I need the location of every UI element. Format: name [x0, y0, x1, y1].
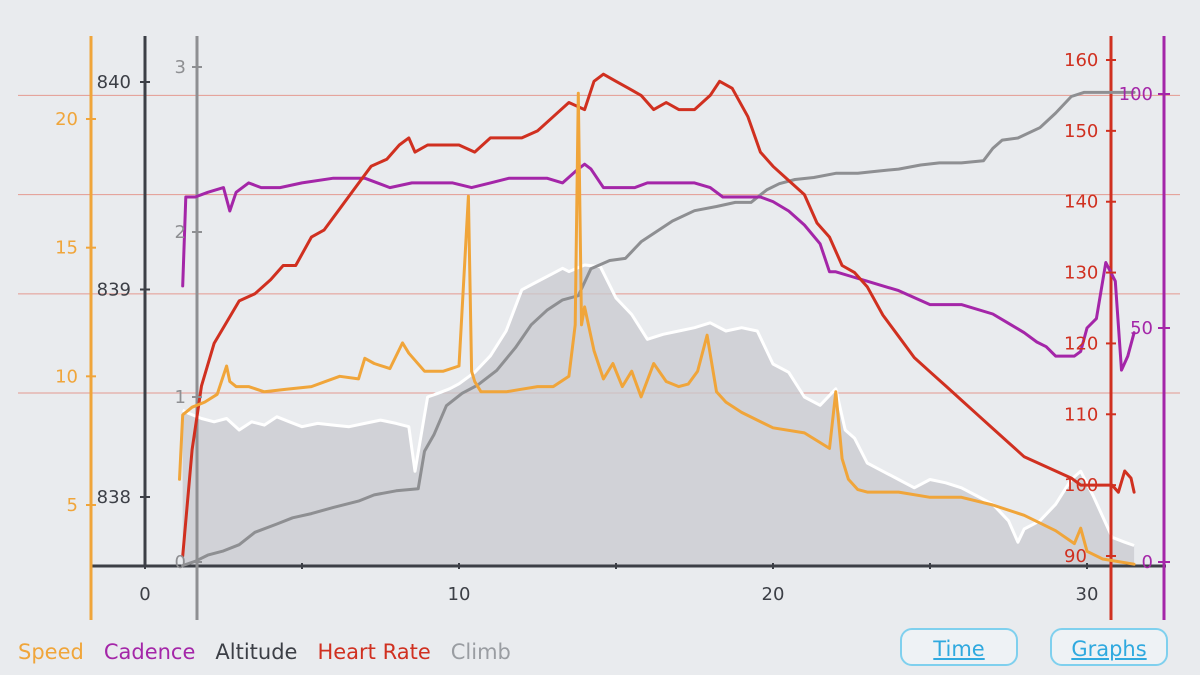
heart-rate-tick-label: 140: [1064, 192, 1098, 213]
speed-tick-label: 10: [55, 366, 78, 387]
climb-line: [182, 263, 1135, 547]
cadence-tick-label: 100: [1119, 84, 1153, 105]
altitude-line: [181, 90, 1136, 567]
cadence-tick-label: 50: [1130, 318, 1153, 339]
climb-tick-label: 2: [175, 222, 186, 243]
altitude-tick-label: 840: [97, 72, 131, 93]
cadence-tick-label: 0: [1142, 552, 1153, 573]
heart-rate-tick-label: 110: [1064, 404, 1098, 425]
legend-heart-rate: Heart Rate: [317, 640, 431, 664]
speed-tick-label: 5: [67, 495, 78, 516]
x-tick-label: 0: [139, 584, 150, 605]
heart-rate-tick-label: 150: [1064, 121, 1098, 142]
heart-rate-tick-label: 130: [1064, 263, 1098, 284]
climb-tick-label: 3: [175, 57, 186, 78]
chart-axes: [89, 36, 1166, 620]
speed-tick-label: 20: [55, 109, 78, 130]
legend-speed: Speed: [18, 640, 84, 664]
chart-series: [178, 72, 1136, 567]
legend-cadence: Cadence: [103, 640, 196, 664]
altitude-tick-label: 838: [97, 487, 131, 508]
climb-tick-label: 1: [175, 387, 186, 408]
x-tick-label: 20: [762, 584, 785, 605]
heart-rate-tick-label: 100: [1064, 475, 1098, 496]
altitude-tick-label: 839: [97, 280, 131, 301]
speed-tick-label: 15: [55, 238, 78, 259]
x-tick-label: 10: [448, 584, 471, 605]
speed-line: [178, 91, 1136, 566]
chart-tick-labels: 9010011012013014015016005010051015208388…: [55, 50, 1170, 605]
climb-tick-label: 0: [175, 552, 186, 573]
cadence-line: [181, 162, 1136, 372]
time-button[interactable]: Time: [900, 628, 1018, 666]
climb-area: [182, 263, 1135, 566]
x-tick-label: 30: [1076, 584, 1099, 605]
climb-fill: [182, 265, 1135, 566]
legend-altitude: Altitude: [215, 640, 298, 664]
heart-rate-tick-label: 90: [1064, 546, 1087, 567]
heart-rate-line: [181, 72, 1136, 558]
graphs-button[interactable]: Graphs: [1050, 628, 1168, 666]
heart-rate-tick-label: 120: [1064, 333, 1098, 354]
heart-rate-tick-label: 160: [1064, 50, 1098, 71]
legend-climb: Climb: [450, 640, 511, 664]
chart-legend: Speed Cadence Altitude Heart Rate Climb: [18, 640, 511, 664]
